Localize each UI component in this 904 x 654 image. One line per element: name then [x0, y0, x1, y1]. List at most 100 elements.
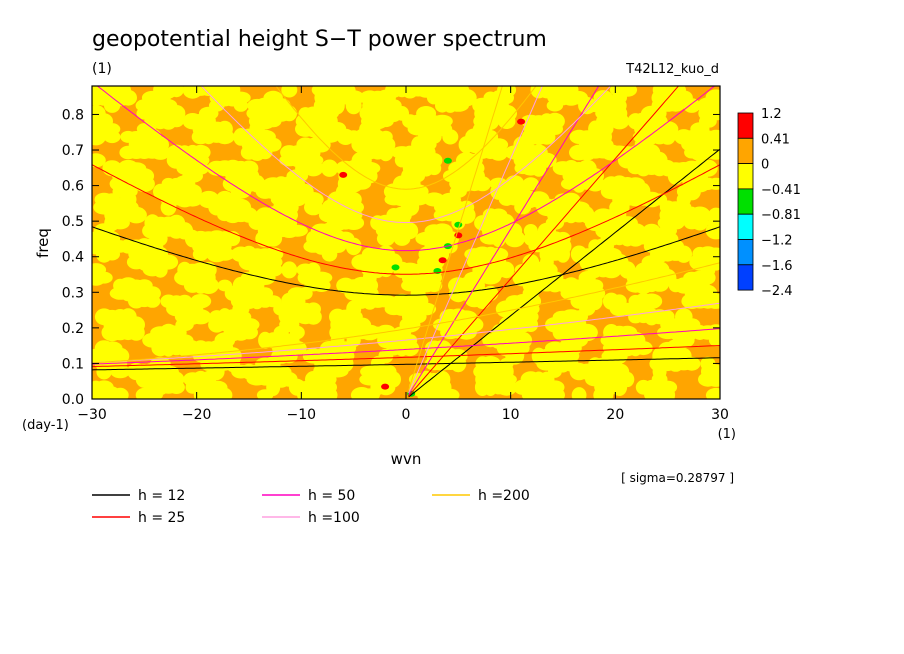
field-spot	[391, 264, 400, 271]
field-cell	[119, 89, 137, 106]
field-cell	[92, 153, 106, 168]
curve-legend: h = 12 h = 25 h = 50 h =100 h =200	[92, 488, 530, 526]
curve-h100-2	[92, 302, 720, 364]
y-tick-label: 0.4	[62, 250, 84, 266]
chart-title: geopotential height S−T power spectrum	[92, 27, 547, 52]
x-tick-label: 30	[711, 407, 729, 423]
x-tick-label: 0	[402, 407, 411, 423]
field-cell	[233, 99, 248, 112]
field-cell	[133, 175, 155, 192]
x-tick-label: −30	[77, 407, 107, 423]
colorbar-swatch	[737, 213, 754, 240]
field-cell	[281, 86, 298, 98]
field-cell	[386, 371, 401, 388]
chart-subtitle-left: (1)	[92, 61, 112, 77]
field-cell	[705, 293, 720, 309]
field-cell	[263, 263, 283, 277]
field-spot	[443, 157, 452, 164]
curve-h12-2	[92, 357, 720, 371]
field-cell	[169, 86, 184, 98]
field-cell	[489, 144, 509, 161]
field-cell	[289, 325, 305, 340]
field-cell	[641, 293, 663, 309]
colorbar-label: −1.6	[761, 259, 793, 274]
field-cell	[708, 253, 720, 271]
colorbar-label: 1.2	[761, 107, 782, 122]
curve-h25-2	[92, 345, 720, 368]
legend-label: h = 50	[308, 488, 355, 504]
field-cell	[321, 387, 338, 399]
x-tick-label: −10	[287, 407, 317, 423]
field-cell	[706, 145, 720, 160]
field-cell	[192, 161, 209, 175]
field-cell	[401, 222, 419, 240]
field-cell	[691, 215, 709, 231]
legend-label: h =100	[308, 510, 360, 526]
x-axis-unit: (1)	[718, 427, 736, 442]
y-tick-label: 0.8	[62, 107, 84, 123]
field-cell	[416, 302, 437, 316]
legend-label: h =200	[478, 488, 530, 504]
field-cell	[362, 168, 378, 184]
field-cell	[456, 89, 477, 107]
field-cell	[537, 152, 557, 168]
field-cell	[168, 380, 185, 394]
field-cell	[337, 355, 354, 373]
legend-label: h = 12	[138, 488, 185, 504]
colorbar-label: −2.4	[761, 284, 793, 299]
field-cell	[190, 294, 212, 309]
field-cell	[427, 161, 442, 176]
field-cell	[659, 129, 676, 145]
y-axis-label: freq	[34, 228, 52, 258]
curve-h12-1	[92, 226, 720, 296]
colorbar: 1.2 0.41 0 −0.41 −0.81 −1.2 −1.6 −2.4	[737, 107, 801, 299]
curve-h50-2	[92, 328, 720, 365]
field-cell	[700, 270, 716, 285]
field-spot	[381, 383, 390, 390]
colorbar-swatch	[737, 112, 754, 139]
curve-h25-0	[408, 86, 680, 397]
field-cell	[198, 277, 219, 294]
field-cell	[182, 192, 203, 207]
field-spot	[438, 257, 447, 264]
y-tick-label: 0.0	[62, 392, 84, 408]
legend-label: h = 25	[138, 510, 185, 526]
x-tick-label: 10	[502, 407, 520, 423]
field-cell	[698, 159, 718, 177]
field-cell	[400, 340, 420, 357]
field-cell	[158, 254, 179, 270]
curve-h50-0	[408, 86, 600, 395]
field-cell	[587, 292, 603, 311]
field-cell	[312, 279, 331, 292]
dispersion-curves	[92, 86, 720, 398]
field-spot	[454, 221, 463, 228]
curve-h25-1	[92, 164, 720, 275]
y-axis-ticks: 0.0 0.1 0.2 0.3 0.4 0.5 0.6 0.7 0.8	[62, 107, 720, 408]
field-cell	[442, 129, 459, 145]
field-cell	[103, 130, 121, 144]
y-tick-label: 0.7	[62, 143, 84, 159]
colorbar-swatch	[737, 137, 754, 165]
curve-h100-0	[408, 86, 543, 394]
field-cell	[706, 371, 720, 387]
field-cell	[473, 176, 492, 192]
y-tick-label: 0.2	[62, 321, 84, 337]
field-cell	[544, 387, 565, 399]
field-cell	[498, 261, 515, 279]
colorbar-swatch	[737, 188, 754, 215]
field-cell	[705, 387, 720, 399]
field-cell	[281, 105, 297, 122]
field-cell	[634, 341, 653, 356]
colorbar-label: −0.81	[761, 208, 801, 223]
x-axis-label: wvn	[391, 450, 422, 468]
sigma-note: [ sigma=0.28797 ]	[621, 471, 734, 485]
field-cell	[217, 387, 233, 399]
field-cell	[707, 177, 720, 190]
field-cell	[345, 237, 362, 256]
field-cell	[169, 115, 184, 128]
field-cell	[345, 96, 362, 115]
field-cell	[407, 193, 429, 206]
field-cell	[705, 106, 720, 121]
field-cell	[231, 91, 251, 104]
